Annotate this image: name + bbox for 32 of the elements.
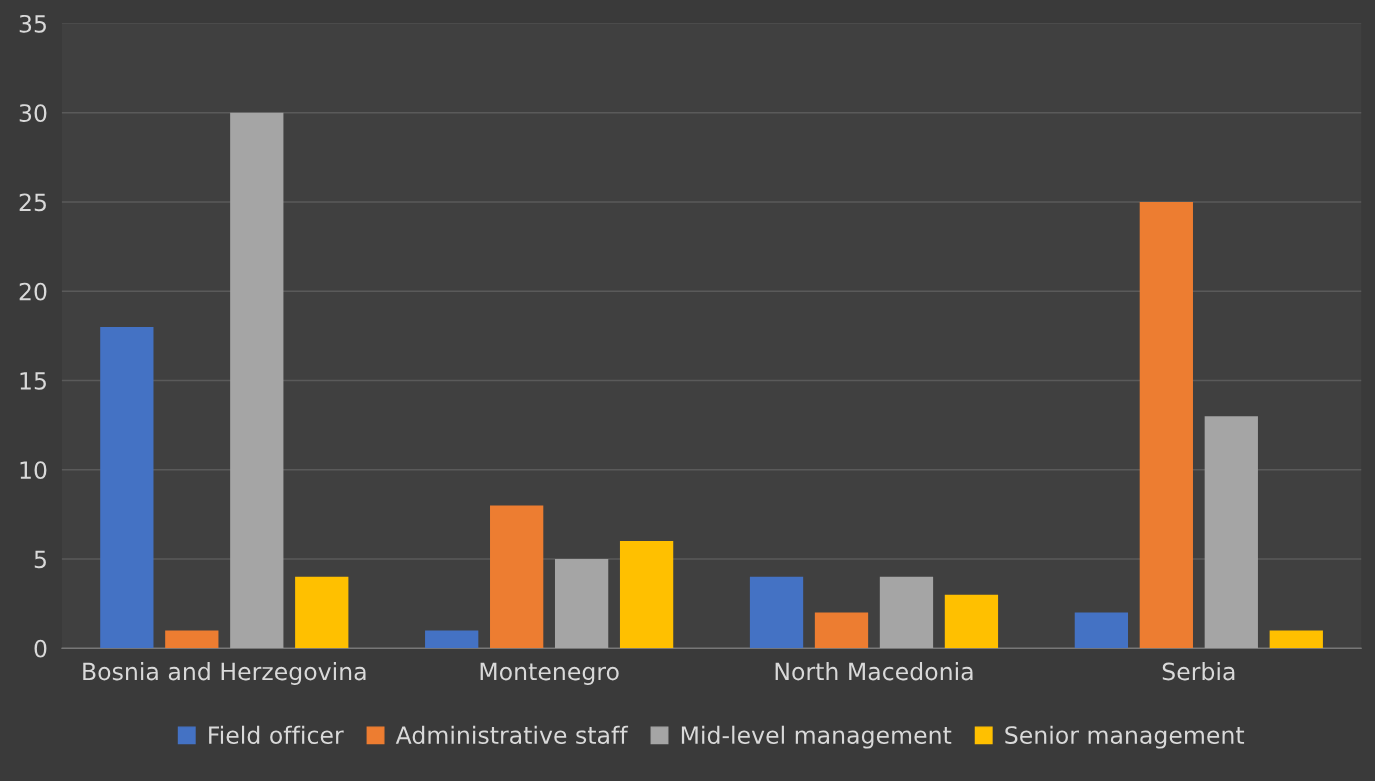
y-tick-label: 5 (34, 550, 46, 569)
bar (1269, 630, 1323, 649)
bar (295, 576, 349, 649)
bar (554, 558, 609, 649)
bar (814, 612, 869, 649)
legend-label: Administrative staff (395, 725, 629, 744)
y-tick-label: 10 (20, 461, 47, 480)
legend-label: Senior management (1005, 725, 1245, 749)
y-tick-label: 15 (20, 372, 46, 390)
bar (490, 505, 544, 649)
bar (165, 630, 219, 649)
bar (749, 576, 804, 649)
y-tick-label: 20 (19, 282, 47, 301)
bar (425, 630, 479, 649)
legend-label: Field officer (209, 725, 344, 744)
y-tick-label: 25 (19, 193, 46, 212)
bar (1139, 201, 1193, 649)
bar (879, 576, 934, 649)
bar (619, 541, 674, 649)
bar (1074, 612, 1129, 649)
bar (100, 326, 154, 649)
y-tick-label: 0 (34, 639, 47, 658)
bar (230, 112, 284, 649)
y-tick-label: 35 (19, 14, 46, 33)
x-tick-label: Montenegro (480, 662, 619, 685)
x-tick-label: Bosnia and Herzegovina (83, 662, 366, 685)
x-tick-label: North Macedonia (775, 662, 973, 681)
bar (944, 594, 999, 649)
bar (1204, 416, 1258, 649)
x-tick-label: Serbia (1162, 662, 1235, 681)
legend-label: Mid-level management (681, 725, 952, 749)
y-tick-label: 30 (19, 104, 47, 122)
